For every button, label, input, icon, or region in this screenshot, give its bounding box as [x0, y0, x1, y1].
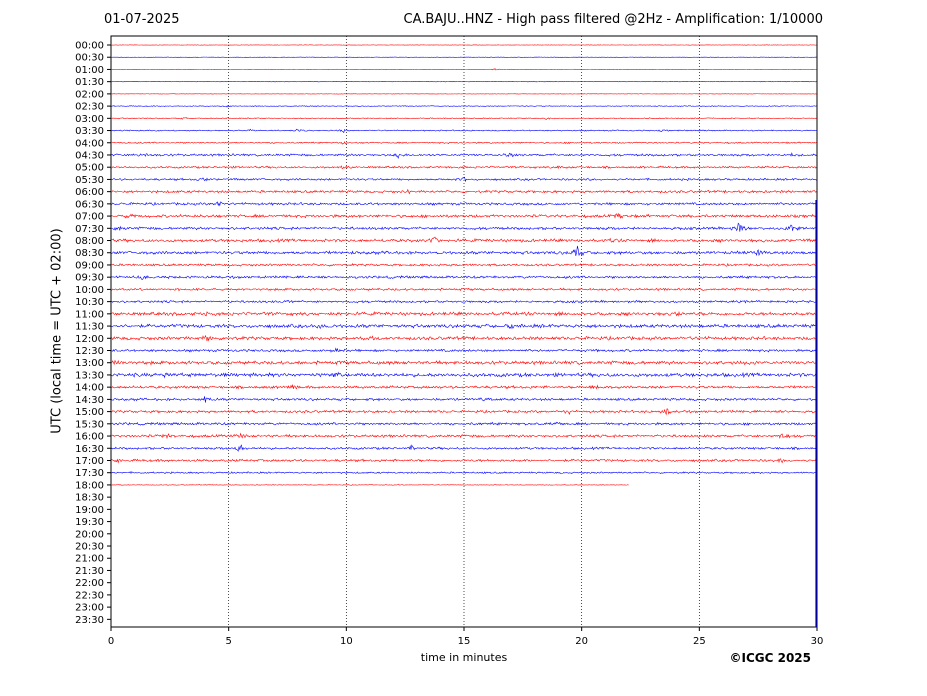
y-tick-label: 02:00 — [75, 89, 104, 100]
trace-0300 — [110, 117, 817, 121]
trace-1100 — [110, 310, 817, 317]
y-tick-label: 09:30 — [75, 273, 104, 284]
trace-1600 — [110, 432, 817, 439]
y-tick-label: 06:00 — [75, 187, 104, 198]
x-tick-label: 25 — [693, 636, 706, 647]
y-tick-label: 23:00 — [75, 603, 104, 614]
y-tick-label: 19:30 — [75, 517, 104, 528]
trace-1400 — [110, 384, 817, 390]
y-tick-label: 05:30 — [75, 175, 104, 186]
trace-1300 — [110, 359, 817, 366]
y-tick-label: 14:30 — [75, 395, 104, 406]
trace-1500 — [110, 408, 817, 416]
x-tick-label: 20 — [575, 636, 588, 647]
y-tick-label: 16:00 — [75, 432, 104, 443]
copyright-notice: ©ICGC 2025 — [729, 651, 811, 665]
y-tick-label: 08:00 — [75, 236, 104, 247]
y-tick-label: 20:00 — [75, 529, 104, 540]
trace-1800 — [110, 484, 629, 486]
chart-title: CA.BAJU..HNZ - High pass filtered @2Hz -… — [403, 12, 824, 27]
plot-frame — [110, 35, 818, 628]
y-tick-label: 07:30 — [75, 224, 104, 235]
trace-0730 — [110, 222, 817, 232]
y-tick-label: 04:00 — [75, 138, 104, 149]
y-tick-label: 10:30 — [75, 297, 104, 308]
y-tick-label: 03:30 — [75, 126, 104, 137]
trace-1430 — [110, 396, 817, 403]
trace-0830 — [110, 245, 817, 257]
trace-0530 — [110, 176, 817, 183]
y-tick-label: 18:00 — [75, 480, 104, 491]
trace-1700 — [110, 458, 817, 464]
y-tick-label: 11:00 — [75, 309, 104, 320]
trace-0600 — [110, 188, 817, 195]
y-tick-label: 19:00 — [75, 505, 104, 516]
trace-0100 — [110, 67, 817, 71]
x-tick-label: 0 — [108, 636, 114, 647]
y-tick-label: 10:00 — [75, 285, 104, 296]
x-tick-label: 5 — [225, 636, 231, 647]
y-tick-label: 01:30 — [75, 77, 104, 88]
y-tick-label: 21:00 — [75, 554, 104, 565]
y-tick-label: 01:00 — [75, 65, 104, 76]
y-tick-label: 09:00 — [75, 260, 104, 271]
trace-0230 — [110, 105, 817, 108]
trace-1030 — [110, 299, 817, 304]
trace-1000 — [110, 287, 817, 292]
y-tick-label: 21:30 — [75, 566, 104, 577]
y-tick-label: 02:30 — [75, 102, 104, 113]
trace-0630 — [110, 201, 817, 207]
y-tick-label: 15:00 — [75, 407, 104, 418]
trace-1230 — [110, 347, 817, 353]
y-tick-label: 11:30 — [75, 322, 104, 333]
trace-1330 — [110, 371, 817, 379]
trace-0430 — [110, 152, 817, 160]
y-tick-label: 17:00 — [75, 456, 104, 467]
x-axis-label: time in minutes — [420, 651, 508, 664]
y-tick-label: 03:00 — [75, 114, 104, 125]
y-tick-label: 22:30 — [75, 590, 104, 601]
y-tick-label: 13:30 — [75, 370, 104, 381]
trace-1130 — [110, 323, 817, 330]
trace-0900 — [110, 262, 817, 267]
y-tick-label: 08:30 — [75, 248, 104, 259]
y-tick-label: 12:00 — [75, 334, 104, 345]
y-tick-label: 04:30 — [75, 150, 104, 161]
trace-0700 — [110, 212, 817, 219]
y-tick-label: 06:30 — [75, 199, 104, 210]
y-tick-label: 13:00 — [75, 358, 104, 369]
y-tick-label: 05:00 — [75, 163, 104, 174]
x-tick-label: 30 — [811, 636, 824, 647]
y-tick-label: 17:30 — [75, 468, 104, 479]
trace-0500 — [110, 165, 817, 170]
y-tick-label: 18:30 — [75, 493, 104, 504]
y-tick-label: 22:00 — [75, 578, 104, 589]
trace-0330 — [110, 128, 817, 134]
y-axis-label: UTC (local time = UTC + 02:00) — [49, 228, 65, 434]
y-tick-label: 16:30 — [75, 444, 104, 455]
trace-1530 — [110, 421, 817, 426]
trace-1200 — [110, 334, 817, 342]
y-tick-label: 15:30 — [75, 419, 104, 430]
trace-0800 — [110, 236, 817, 244]
y-tick-label: 14:00 — [75, 383, 104, 394]
y-tick-label: 00:00 — [75, 41, 104, 52]
trace-0400 — [110, 141, 817, 145]
y-tick-label: 12:30 — [75, 346, 104, 357]
trace-0930 — [110, 275, 817, 280]
trace-1630 — [110, 444, 817, 452]
trace-1730 — [110, 471, 817, 475]
y-tick-label: 23:30 — [75, 615, 104, 626]
date-label: 01-07-2025 — [104, 12, 180, 27]
y-tick-label: 07:00 — [75, 212, 104, 223]
y-tick-label: 20:30 — [75, 542, 104, 553]
x-tick-label: 15 — [458, 636, 471, 647]
y-tick-label: 00:30 — [75, 53, 104, 64]
x-tick-label: 10 — [340, 636, 353, 647]
